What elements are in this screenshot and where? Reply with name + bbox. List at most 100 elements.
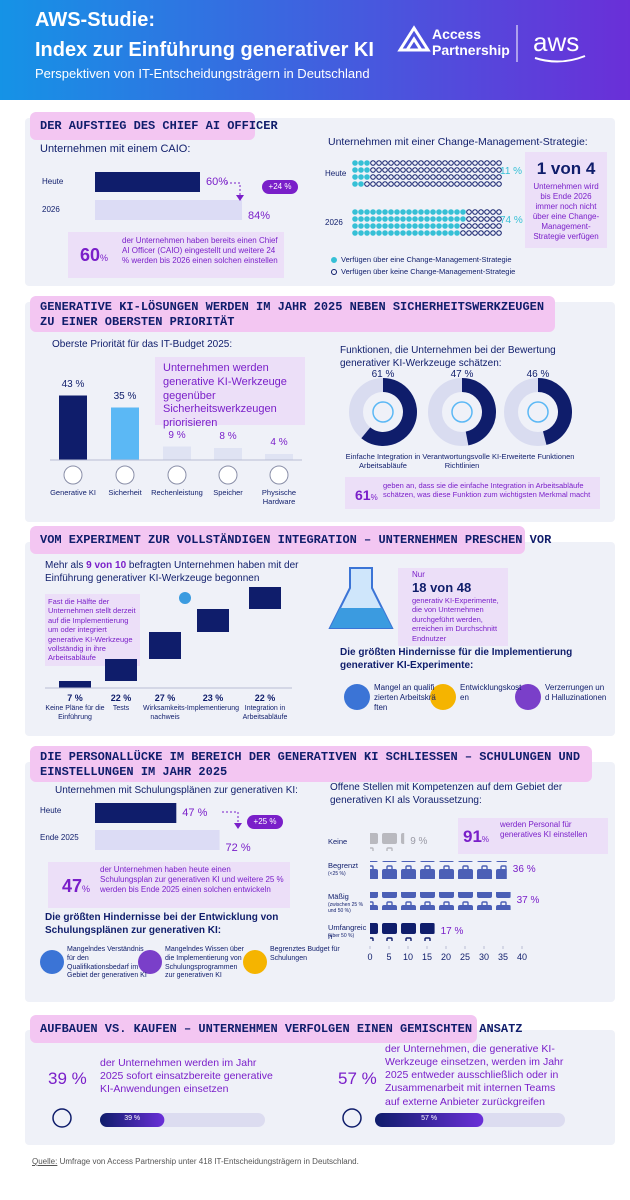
hurdle-label: Mangelndes Verständnis für den Qualifika…	[67, 946, 147, 980]
chart-title: Unternehmen mit Schulungsplänen zur gene…	[55, 785, 298, 796]
dot	[460, 167, 466, 173]
value-label: 35 %	[113, 390, 137, 402]
progress-bar	[100, 1113, 165, 1127]
dot	[376, 167, 382, 173]
dot	[460, 223, 466, 229]
note-text: geben an, dass sie die einfache Integrat…	[383, 481, 591, 500]
value-label: 22 %	[110, 693, 132, 703]
dot	[394, 181, 400, 187]
dot	[358, 167, 364, 173]
dot	[448, 174, 454, 180]
source: Quelle: Umfrage von Access Partnership u…	[32, 1157, 359, 1167]
chart-title: Offene Stellen mit Kompetenzen auf dem G…	[330, 782, 563, 806]
dot-grid	[352, 160, 502, 187]
pictogram-bar	[370, 833, 405, 851]
dot	[406, 181, 412, 187]
row-note: (<25 %)	[328, 871, 346, 877]
dot	[364, 181, 370, 187]
text-part: Mehr als	[45, 560, 87, 571]
dot	[400, 209, 406, 215]
dot	[400, 174, 406, 180]
x-tick-label: 20	[440, 952, 451, 962]
header-band	[0, 0, 630, 100]
dot	[418, 181, 424, 187]
dot	[406, 174, 412, 180]
bar	[163, 446, 191, 460]
dot	[448, 209, 454, 215]
category-label: Speicher	[213, 488, 243, 497]
dot	[430, 223, 436, 229]
x-tick-label: 25	[459, 952, 470, 962]
value-label: 23 %	[202, 693, 224, 703]
unit: %	[370, 493, 378, 502]
dot	[376, 209, 382, 215]
dot	[430, 230, 436, 236]
pictogram-bar	[370, 892, 511, 910]
category-label: Erweiterte Funktionen	[501, 452, 575, 461]
value-label: 9 %	[410, 836, 428, 847]
dot	[382, 230, 388, 236]
step-bar	[197, 609, 229, 632]
dot	[484, 230, 490, 236]
dot	[496, 209, 502, 215]
dot	[430, 181, 436, 187]
dot	[358, 216, 364, 222]
section-heading: VOM EXPERIMENT ZUR VOLLSTÄNDIGEN INTEGRA…	[40, 533, 552, 547]
category-label: Generative KI	[50, 488, 96, 497]
x-tick-label: 10	[402, 952, 413, 962]
value-label: 22 %	[254, 693, 276, 703]
dot	[442, 160, 448, 166]
callout-box	[68, 232, 284, 278]
dot	[472, 160, 478, 166]
bar-label: 57 %	[421, 1115, 438, 1122]
hurdle-icon	[344, 684, 370, 710]
dot	[406, 230, 412, 236]
dot	[370, 216, 376, 222]
dot	[358, 160, 364, 166]
dot	[466, 174, 472, 180]
text-part: befragten Unternehmen haben mit der Einf…	[45, 560, 299, 584]
dot	[424, 160, 430, 166]
dot	[424, 230, 430, 236]
stat-text: Unternehmen wird bis Ende 2026 immer noc…	[532, 182, 600, 241]
row-label: Begrenzt	[328, 861, 359, 870]
dot	[490, 160, 496, 166]
dot	[442, 167, 448, 173]
dot	[484, 160, 490, 166]
value-label: 43 %	[61, 378, 85, 390]
dot	[382, 160, 388, 166]
dot	[466, 160, 472, 166]
dot	[376, 174, 382, 180]
big-number: 39 %	[48, 1069, 87, 1088]
callout-text: Fast die Hälfte der Unternehmen stellt d…	[48, 597, 136, 663]
dot	[442, 223, 448, 229]
dot	[442, 216, 448, 222]
dot	[490, 174, 496, 180]
delta-pill	[247, 815, 283, 829]
dot	[496, 216, 502, 222]
donut-arc	[361, 378, 417, 446]
delta-label: +24 %	[268, 182, 292, 191]
chart-title: Oberste Priorität für das IT-Budget 2025…	[52, 339, 233, 350]
dot	[496, 174, 502, 180]
bar	[95, 200, 242, 220]
dot	[490, 181, 496, 187]
delta-arrow	[226, 182, 241, 198]
donut-icon	[451, 401, 473, 423]
legend-swatch	[331, 269, 337, 275]
dot	[460, 160, 466, 166]
dot	[370, 230, 376, 236]
row-note: (zwischen 25 % und 50 %)	[328, 902, 364, 915]
dot	[388, 174, 394, 180]
dot	[382, 181, 388, 187]
dot	[394, 230, 400, 236]
hurdle-icon	[40, 950, 64, 974]
dot	[394, 209, 400, 215]
dot	[388, 216, 394, 222]
dot	[406, 167, 412, 173]
category-label: Rechenleistung	[151, 488, 203, 497]
bar	[95, 803, 177, 823]
big-stat: 1 von 4	[536, 159, 596, 178]
dot	[466, 223, 472, 229]
callout-text: Unternehmen werden generative KI-Werkzeu…	[163, 362, 287, 429]
